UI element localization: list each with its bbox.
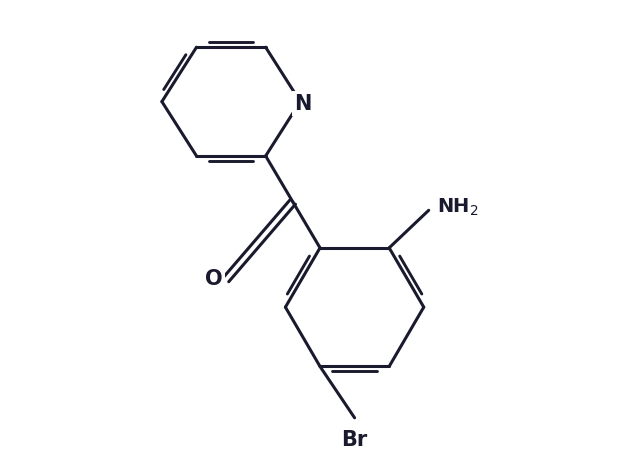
- Text: Br: Br: [342, 430, 368, 450]
- Text: NH$_2$: NH$_2$: [436, 196, 478, 218]
- Text: N: N: [294, 94, 312, 114]
- Text: O: O: [205, 269, 223, 290]
